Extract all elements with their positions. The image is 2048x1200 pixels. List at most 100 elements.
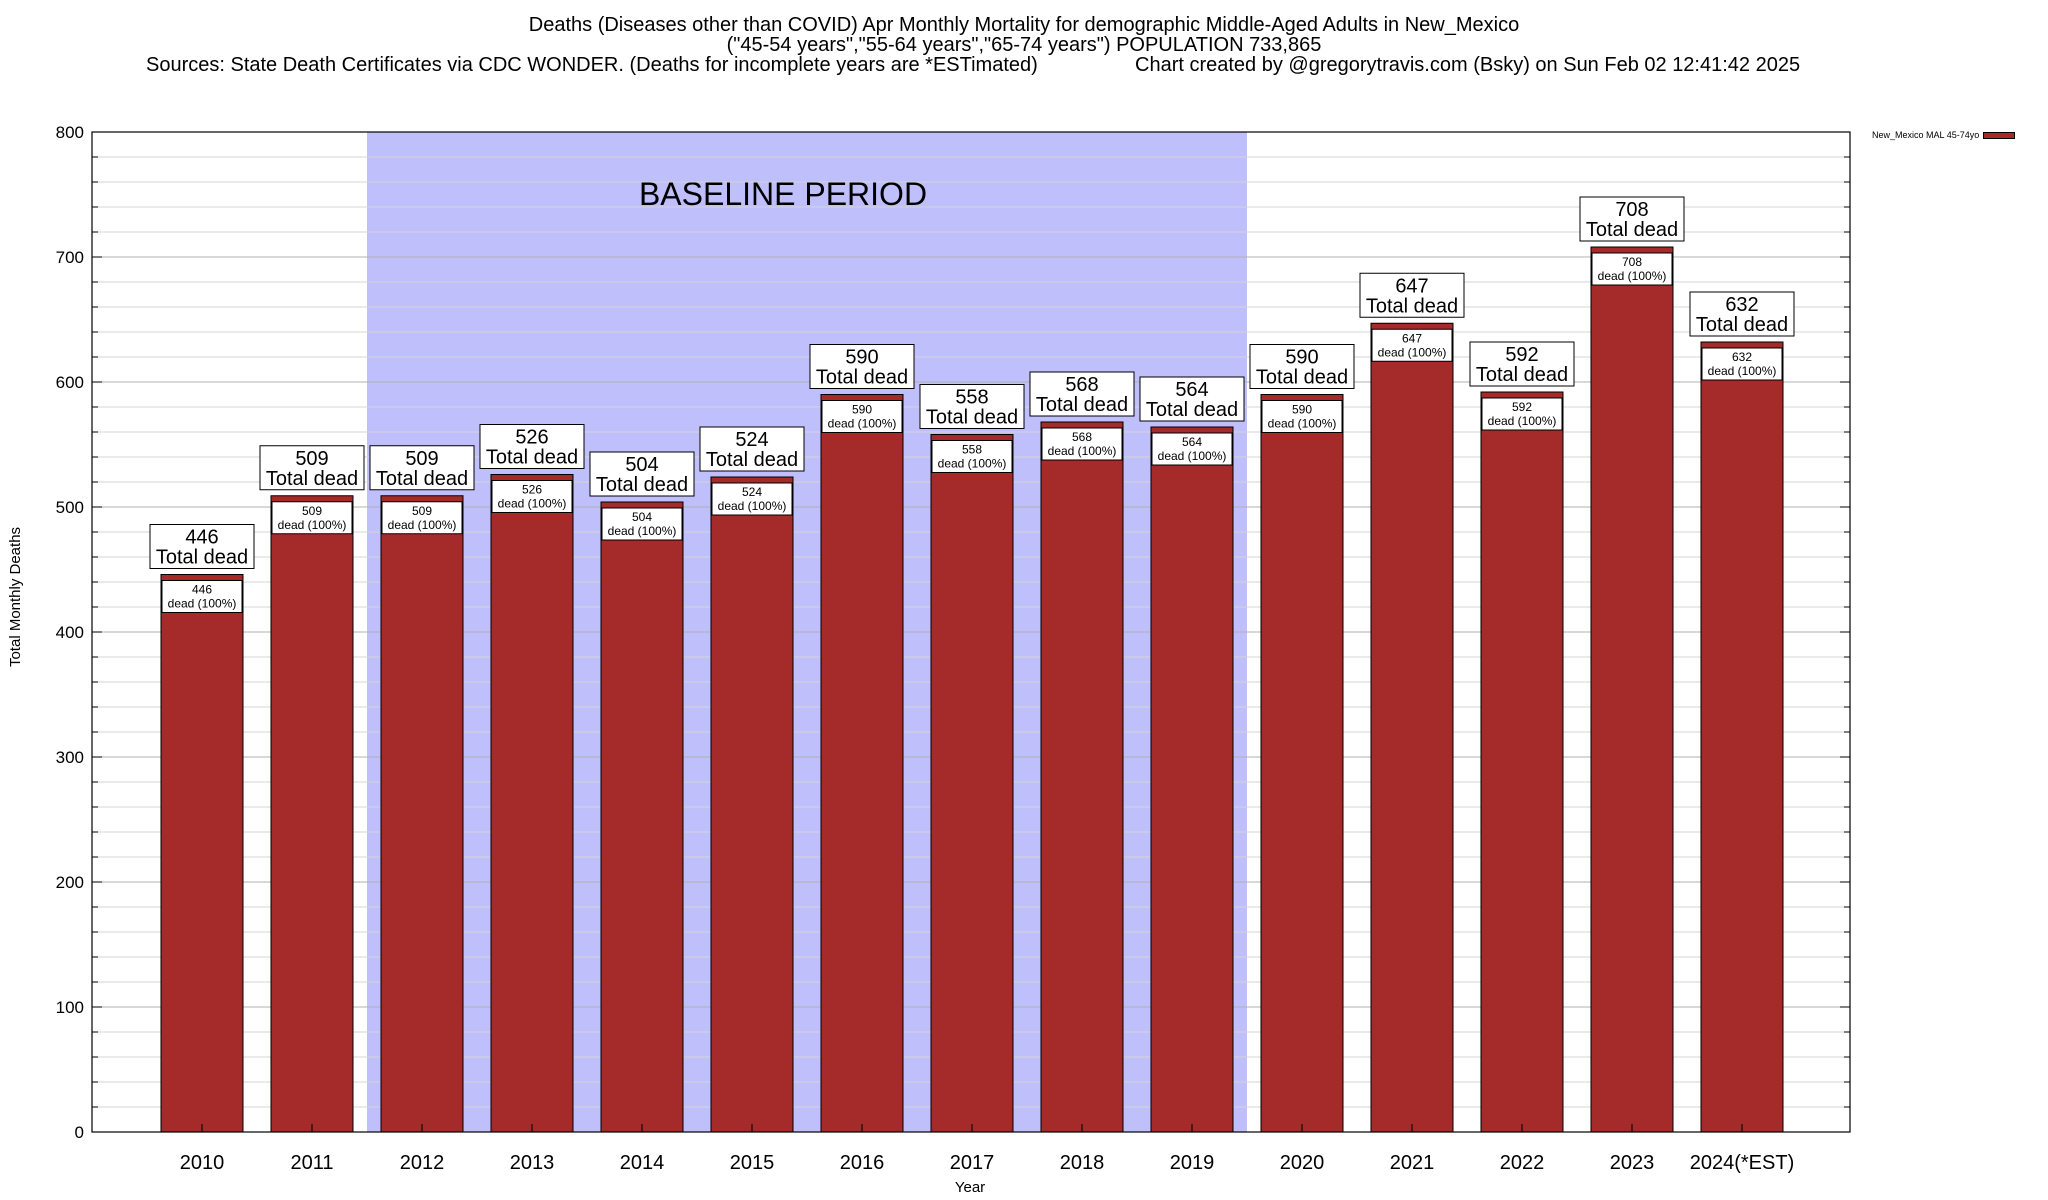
x-tick-label: 2013 xyxy=(510,1152,555,1174)
bar-top-value-label: 504 xyxy=(625,454,658,476)
bar-top-label-box xyxy=(589,451,695,497)
bar xyxy=(1370,322,1454,1133)
bar-inner-label-box xyxy=(601,507,683,541)
bar-inner-value-label: 564 xyxy=(1182,435,1202,449)
bar-top-total-label: Total dead xyxy=(706,449,798,471)
bar-top-value-label: 590 xyxy=(1285,347,1318,369)
bar-top-label-box xyxy=(259,445,365,491)
y-tick-label: 300 xyxy=(56,748,84,767)
bar-top-total-label: Total dead xyxy=(1366,295,1458,317)
x-tick-label: 2020 xyxy=(1280,1152,1325,1174)
bar-inner-label-box xyxy=(1041,427,1123,461)
bar-inner-value-label: 504 xyxy=(632,510,652,524)
bar-top-value-label: 568 xyxy=(1065,374,1098,396)
bar-inner-label-box xyxy=(931,440,1013,473)
x-tick-label: 2019 xyxy=(1170,1152,1215,1174)
legend-swatch xyxy=(1983,131,2016,139)
bar-inner-value-label: 647 xyxy=(1402,331,1422,345)
bar-top-label-box xyxy=(149,524,255,569)
y-tick-label: 600 xyxy=(56,373,84,392)
chart-source-line: Sources: State Death Certificates via CD… xyxy=(146,54,1038,76)
bar-top-label-box xyxy=(1579,196,1685,242)
chart-title-line-1: Deaths (Diseases other than COVID) Apr M… xyxy=(528,14,1520,36)
bar xyxy=(1700,341,1784,1133)
bar-top-label-box xyxy=(809,344,915,389)
x-tick-label: 2024(*EST) xyxy=(1690,1152,1795,1174)
bar-inner-percent-label: dead (100%) xyxy=(498,497,567,511)
bar xyxy=(1260,394,1344,1133)
bar-top-total-label: Total dead xyxy=(1146,399,1238,421)
y-tick-label: 800 xyxy=(56,123,84,142)
bar-inner-value-label: 509 xyxy=(412,504,432,518)
y-tick-label: 100 xyxy=(56,998,84,1017)
bar-top-total-label: Total dead xyxy=(596,474,688,496)
bar-inner-label-box xyxy=(821,400,903,433)
bar-inner-value-label: 526 xyxy=(522,483,542,497)
bar-top-label-box xyxy=(1139,376,1245,422)
legend: New_Mexico MAL 45-74yo xyxy=(1872,130,2016,140)
bar-inner-label-box xyxy=(1591,252,1673,286)
bar-inner-percent-label: dead (100%) xyxy=(828,417,897,431)
bar-inner-percent-label: dead (100%) xyxy=(608,524,677,538)
plot-frame xyxy=(91,131,1851,1133)
bar-inner-value-label: 446 xyxy=(192,583,212,597)
chart-title-line-2: ("45-54 years","55-64 years","65-74 year… xyxy=(726,34,1322,56)
bar xyxy=(1040,421,1124,1133)
x-axis-title: Year xyxy=(955,1179,985,1196)
bar-top-label-box xyxy=(1249,344,1355,389)
bar xyxy=(270,495,354,1133)
bar-inner-percent-label: dead (100%) xyxy=(1378,345,1447,359)
bar-inner-percent-label: dead (100%) xyxy=(168,597,237,611)
bar xyxy=(820,394,904,1133)
bar-inner-percent-label: dead (100%) xyxy=(278,518,347,532)
x-tick-label: 2015 xyxy=(730,1152,775,1174)
x-tick-label: 2018 xyxy=(1060,1152,1105,1174)
bar-inner-label-box xyxy=(1371,328,1453,362)
bar xyxy=(930,434,1014,1133)
bar xyxy=(1480,391,1564,1133)
bar-top-label-box xyxy=(479,424,585,469)
chart-credit-line: Chart created by @gregorytravis.com (Bsk… xyxy=(1135,54,1801,76)
x-tick-label: 2023 xyxy=(1610,1152,1655,1174)
x-tick-label: 2016 xyxy=(840,1152,885,1174)
x-tick-label: 2022 xyxy=(1500,1152,1545,1174)
bar-inner-label-box xyxy=(381,501,463,535)
y-axis-title: Total Monthly Deaths xyxy=(7,527,24,667)
y-tick-label: 400 xyxy=(56,623,84,642)
bar-inner-percent-label: dead (100%) xyxy=(718,499,787,513)
bar-inner-percent-label: dead (100%) xyxy=(388,518,457,532)
bar-top-total-label: Total dead xyxy=(486,447,578,469)
bar-top-label-box xyxy=(1029,371,1135,417)
bar xyxy=(600,501,684,1133)
bar-inner-value-label: 524 xyxy=(742,485,762,499)
bar-inner-label-box xyxy=(1151,432,1233,466)
bar-top-total-label: Total dead xyxy=(156,547,248,569)
bar-top-value-label: 708 xyxy=(1615,199,1648,221)
bar-top-value-label: 592 xyxy=(1505,344,1538,366)
y-tick-label: 700 xyxy=(56,248,84,267)
bar-top-total-label: Total dead xyxy=(1036,394,1128,416)
bar-inner-value-label: 632 xyxy=(1732,350,1752,364)
bar-top-total-label: Total dead xyxy=(1256,367,1348,389)
bar-top-total-label: Total dead xyxy=(1696,314,1788,336)
bar xyxy=(160,574,244,1133)
y-tick-label: 200 xyxy=(56,873,84,892)
bar-inner-label-box xyxy=(491,480,573,513)
bar-top-label-box xyxy=(1689,291,1795,337)
bar-inner-percent-label: dead (100%) xyxy=(1598,269,1667,283)
x-tick-label: 2017 xyxy=(950,1152,995,1174)
